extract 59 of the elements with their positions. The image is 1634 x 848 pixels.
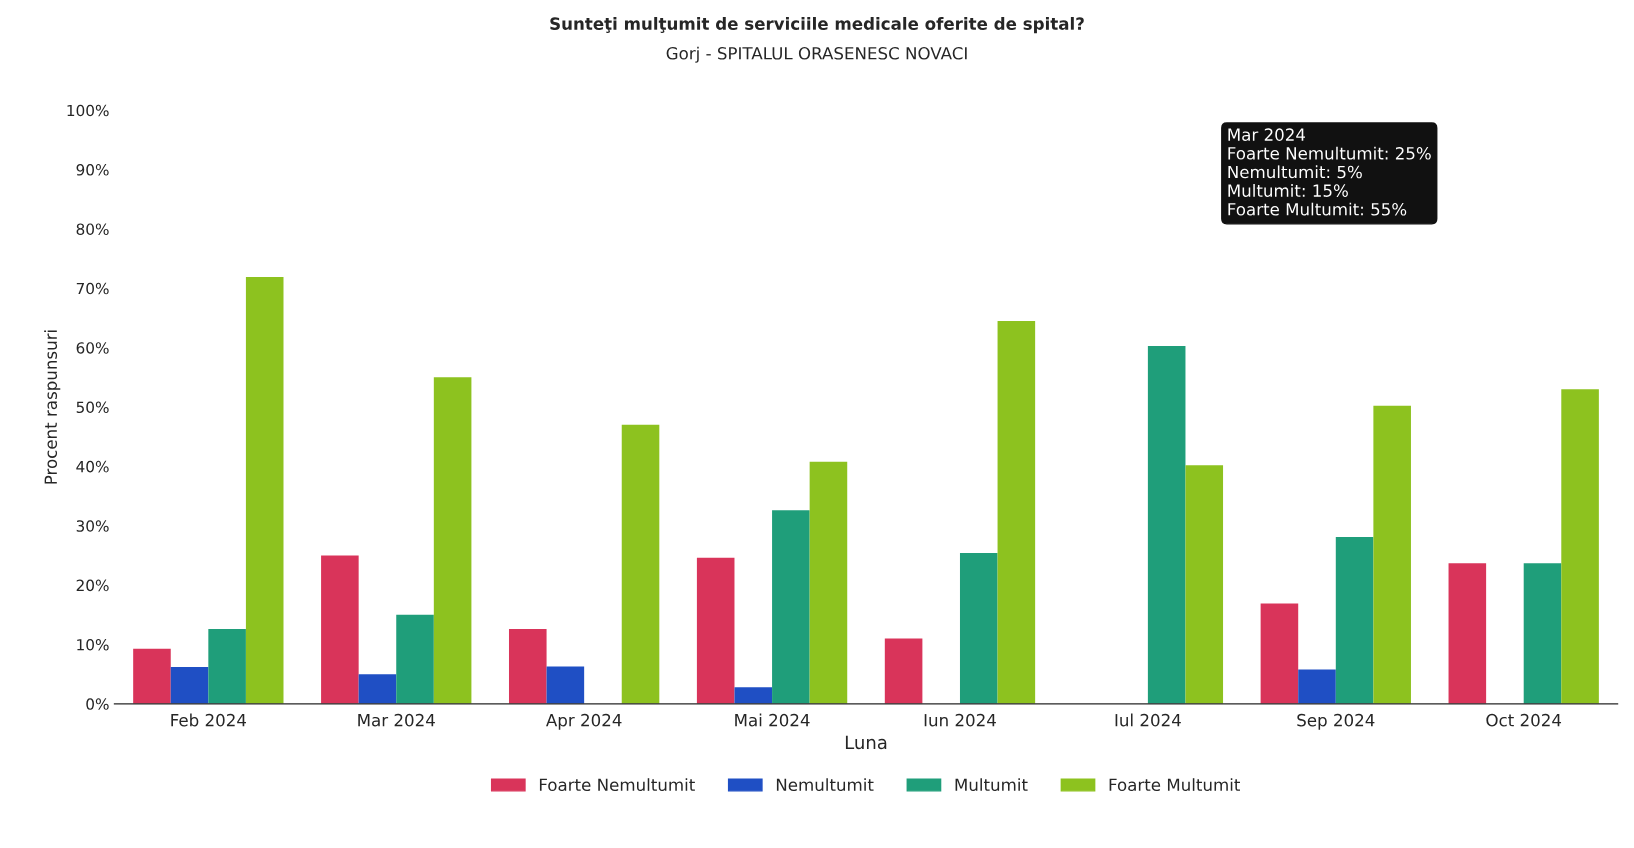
x-tick-label: Sep 2024 bbox=[1297, 713, 1375, 730]
y-tick-label: 50% bbox=[76, 401, 109, 414]
bar bbox=[809, 461, 848, 704]
chart-title: Sunteţi mulţumit de serviciile medicale oferite de spital? bbox=[550, 17, 1084, 34]
y-tick-label: 30% bbox=[76, 520, 109, 532]
y-tick-label: 70% bbox=[76, 282, 109, 295]
y-tick-label: 10% bbox=[77, 638, 109, 651]
legend-label: Nemultumit bbox=[776, 778, 874, 792]
chart-subtitle: Gorj - SPITALUL ORASENESC NOVACI bbox=[666, 46, 967, 63]
bar bbox=[696, 557, 735, 704]
bar bbox=[170, 667, 209, 704]
y-tick-label: 60% bbox=[76, 342, 109, 354]
y-tick-label: 90% bbox=[76, 164, 109, 176]
bar bbox=[1260, 603, 1299, 704]
x-tick-label: Apr 2024 bbox=[546, 713, 622, 730]
bar bbox=[321, 555, 359, 704]
y-tick-label: 100% bbox=[67, 104, 109, 117]
annotation: Multumit: 15% bbox=[1228, 184, 1348, 197]
annotation: Nemultumit: 5% bbox=[1228, 165, 1362, 179]
bar bbox=[621, 424, 660, 704]
y-tick-label: 0% bbox=[86, 698, 109, 710]
x-tick-label: Mai 2024 bbox=[735, 713, 810, 727]
bar bbox=[1335, 537, 1374, 704]
annotation: Mar 2024 bbox=[1228, 128, 1306, 141]
legend-label: Foarte Nemultumit bbox=[539, 778, 695, 792]
bar bbox=[358, 674, 397, 704]
annotation: Foarte Multumit: 55% bbox=[1228, 202, 1407, 216]
x-tick-label: Iul 2024 bbox=[1115, 713, 1181, 727]
bar bbox=[1523, 563, 1562, 704]
bar bbox=[245, 277, 284, 704]
x-tick-label: Feb 2024 bbox=[171, 713, 247, 727]
bar bbox=[208, 629, 246, 704]
bar bbox=[997, 320, 1036, 704]
bar bbox=[1147, 345, 1186, 704]
bar bbox=[133, 648, 171, 704]
bar bbox=[396, 614, 434, 704]
x-tick-label: Oct 2024 bbox=[1486, 713, 1562, 727]
bar bbox=[433, 377, 472, 704]
y-tick-label: 40% bbox=[76, 460, 109, 473]
bar bbox=[546, 666, 585, 704]
y-tick-label: 20% bbox=[76, 579, 109, 592]
legend-label: Foarte Multumit bbox=[1109, 778, 1240, 792]
x-tick-label: Iun 2024 bbox=[924, 713, 996, 727]
bar bbox=[1561, 389, 1599, 704]
annotation: Foarte Nemultumit: 25% bbox=[1228, 146, 1431, 160]
bar bbox=[884, 638, 923, 704]
bar bbox=[508, 629, 547, 704]
bar bbox=[1373, 405, 1411, 704]
y-axis-title: Procent raspunsuri bbox=[44, 330, 61, 484]
bar bbox=[1298, 669, 1336, 704]
bar bbox=[959, 553, 998, 704]
x-tick-label: Mar 2024 bbox=[358, 713, 435, 727]
y-tick-label: 80% bbox=[76, 223, 109, 235]
bar bbox=[772, 510, 810, 704]
bar bbox=[1185, 465, 1224, 704]
bar bbox=[734, 687, 773, 704]
x-axis-title: Luna bbox=[845, 735, 887, 750]
bar bbox=[1448, 563, 1487, 704]
legend-label: Multumit bbox=[955, 778, 1028, 792]
